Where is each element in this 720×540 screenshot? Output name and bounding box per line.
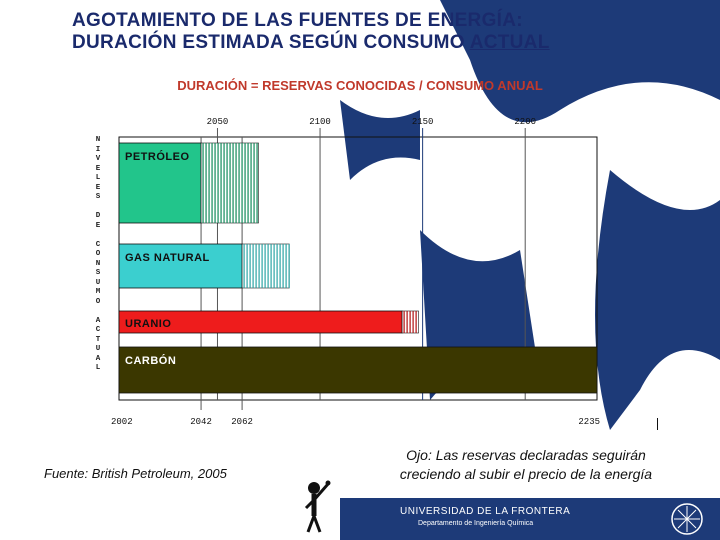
title-line-1: AGOTAMIENTO DE LAS FUENTES DE ENERGÍA: [72, 10, 523, 31]
top-tick-label: 2100 [309, 117, 331, 127]
bar-label: PETRÓLEO [125, 150, 190, 163]
title-line-2-b: ACTUAL [469, 32, 550, 53]
y-axis-letter: U [95, 278, 101, 287]
warning-note: Ojo: Las reservas declaradas seguirán cr… [330, 438, 702, 494]
bottom-tick-label: 2002 [111, 417, 133, 427]
bottom-tick-label: 2042 [190, 417, 212, 427]
speech-pointer [330, 456, 352, 478]
top-tick-label: 2050 [207, 117, 229, 127]
y-axis-letter: A [95, 354, 101, 363]
y-axis-letter: T [95, 335, 101, 344]
y-axis-letter: I [95, 145, 101, 154]
y-axis-letter: C [95, 240, 101, 249]
y-axis-letter: S [95, 269, 101, 277]
source-note: Fuente: British Petroleum, 2005 [44, 466, 227, 481]
y-axis-letter: L [95, 174, 101, 182]
y-axis-letter: V [95, 155, 101, 163]
university-name: UNIVERSIDAD DE LA FRONTERA [400, 506, 571, 517]
y-axis-letter: U [95, 345, 101, 353]
page-title: AGOTAMIENTO DE LAS FUENTES DE ENERGÍA: D… [72, 10, 550, 54]
footer-bar: UNIVERSIDAD DE LA FRONTERA Departamento … [340, 498, 720, 540]
note-line-2: creciendo al subir el precio de la energ… [399, 466, 653, 482]
y-axis-letter: A [95, 316, 101, 325]
bottom-tick-label: 2062 [231, 417, 253, 427]
axis-end-mark [657, 418, 658, 430]
bar-label: URANIO [125, 318, 171, 330]
bar-label: CARBÓN [125, 354, 176, 367]
title-line-2-a: DURACIÓN ESTIMADA SEGÚN CONSUMO [72, 32, 470, 53]
bar-label: GAS NATURAL [125, 252, 210, 264]
university-logo-icon [671, 503, 703, 535]
note-line-1: Ojo: Las reservas declaradas seguirán [406, 447, 646, 463]
y-axis-letter: E [95, 164, 101, 173]
top-tick-label: 2200 [514, 117, 536, 127]
y-axis-letter: C [95, 326, 101, 334]
y-axis-letter: S [95, 193, 101, 201]
y-axis-letter: L [95, 364, 101, 372]
department-name: Departamento de Ingeniería Química [418, 520, 534, 527]
bar-3 [118, 346, 598, 394]
y-axis-letter: N [95, 136, 101, 144]
top-tick-label: 2150 [412, 117, 434, 127]
y-axis-letter: D [95, 212, 101, 220]
note-text: Ojo: Las reservas declaradas seguirán cr… [350, 446, 702, 484]
cartoon-figure-icon [304, 480, 331, 533]
y-axis-letter: E [95, 183, 101, 192]
y-axis-letter: M [95, 288, 101, 296]
y-axis-letter: O [95, 297, 101, 306]
chart-subtitle: DURACIÓN = RESERVAS CONOCIDAS / CONSUMO … [177, 78, 543, 93]
y-axis-letter: E [95, 221, 101, 230]
bar-1 [118, 243, 243, 289]
y-axis-letter: O [95, 250, 101, 258]
bottom-tick-label: 2235 [578, 417, 600, 427]
y-axis-letter: N [95, 259, 101, 268]
title-line-2: DURACIÓN ESTIMADA SEGÚN CONSUMO ACTUAL [72, 32, 550, 54]
